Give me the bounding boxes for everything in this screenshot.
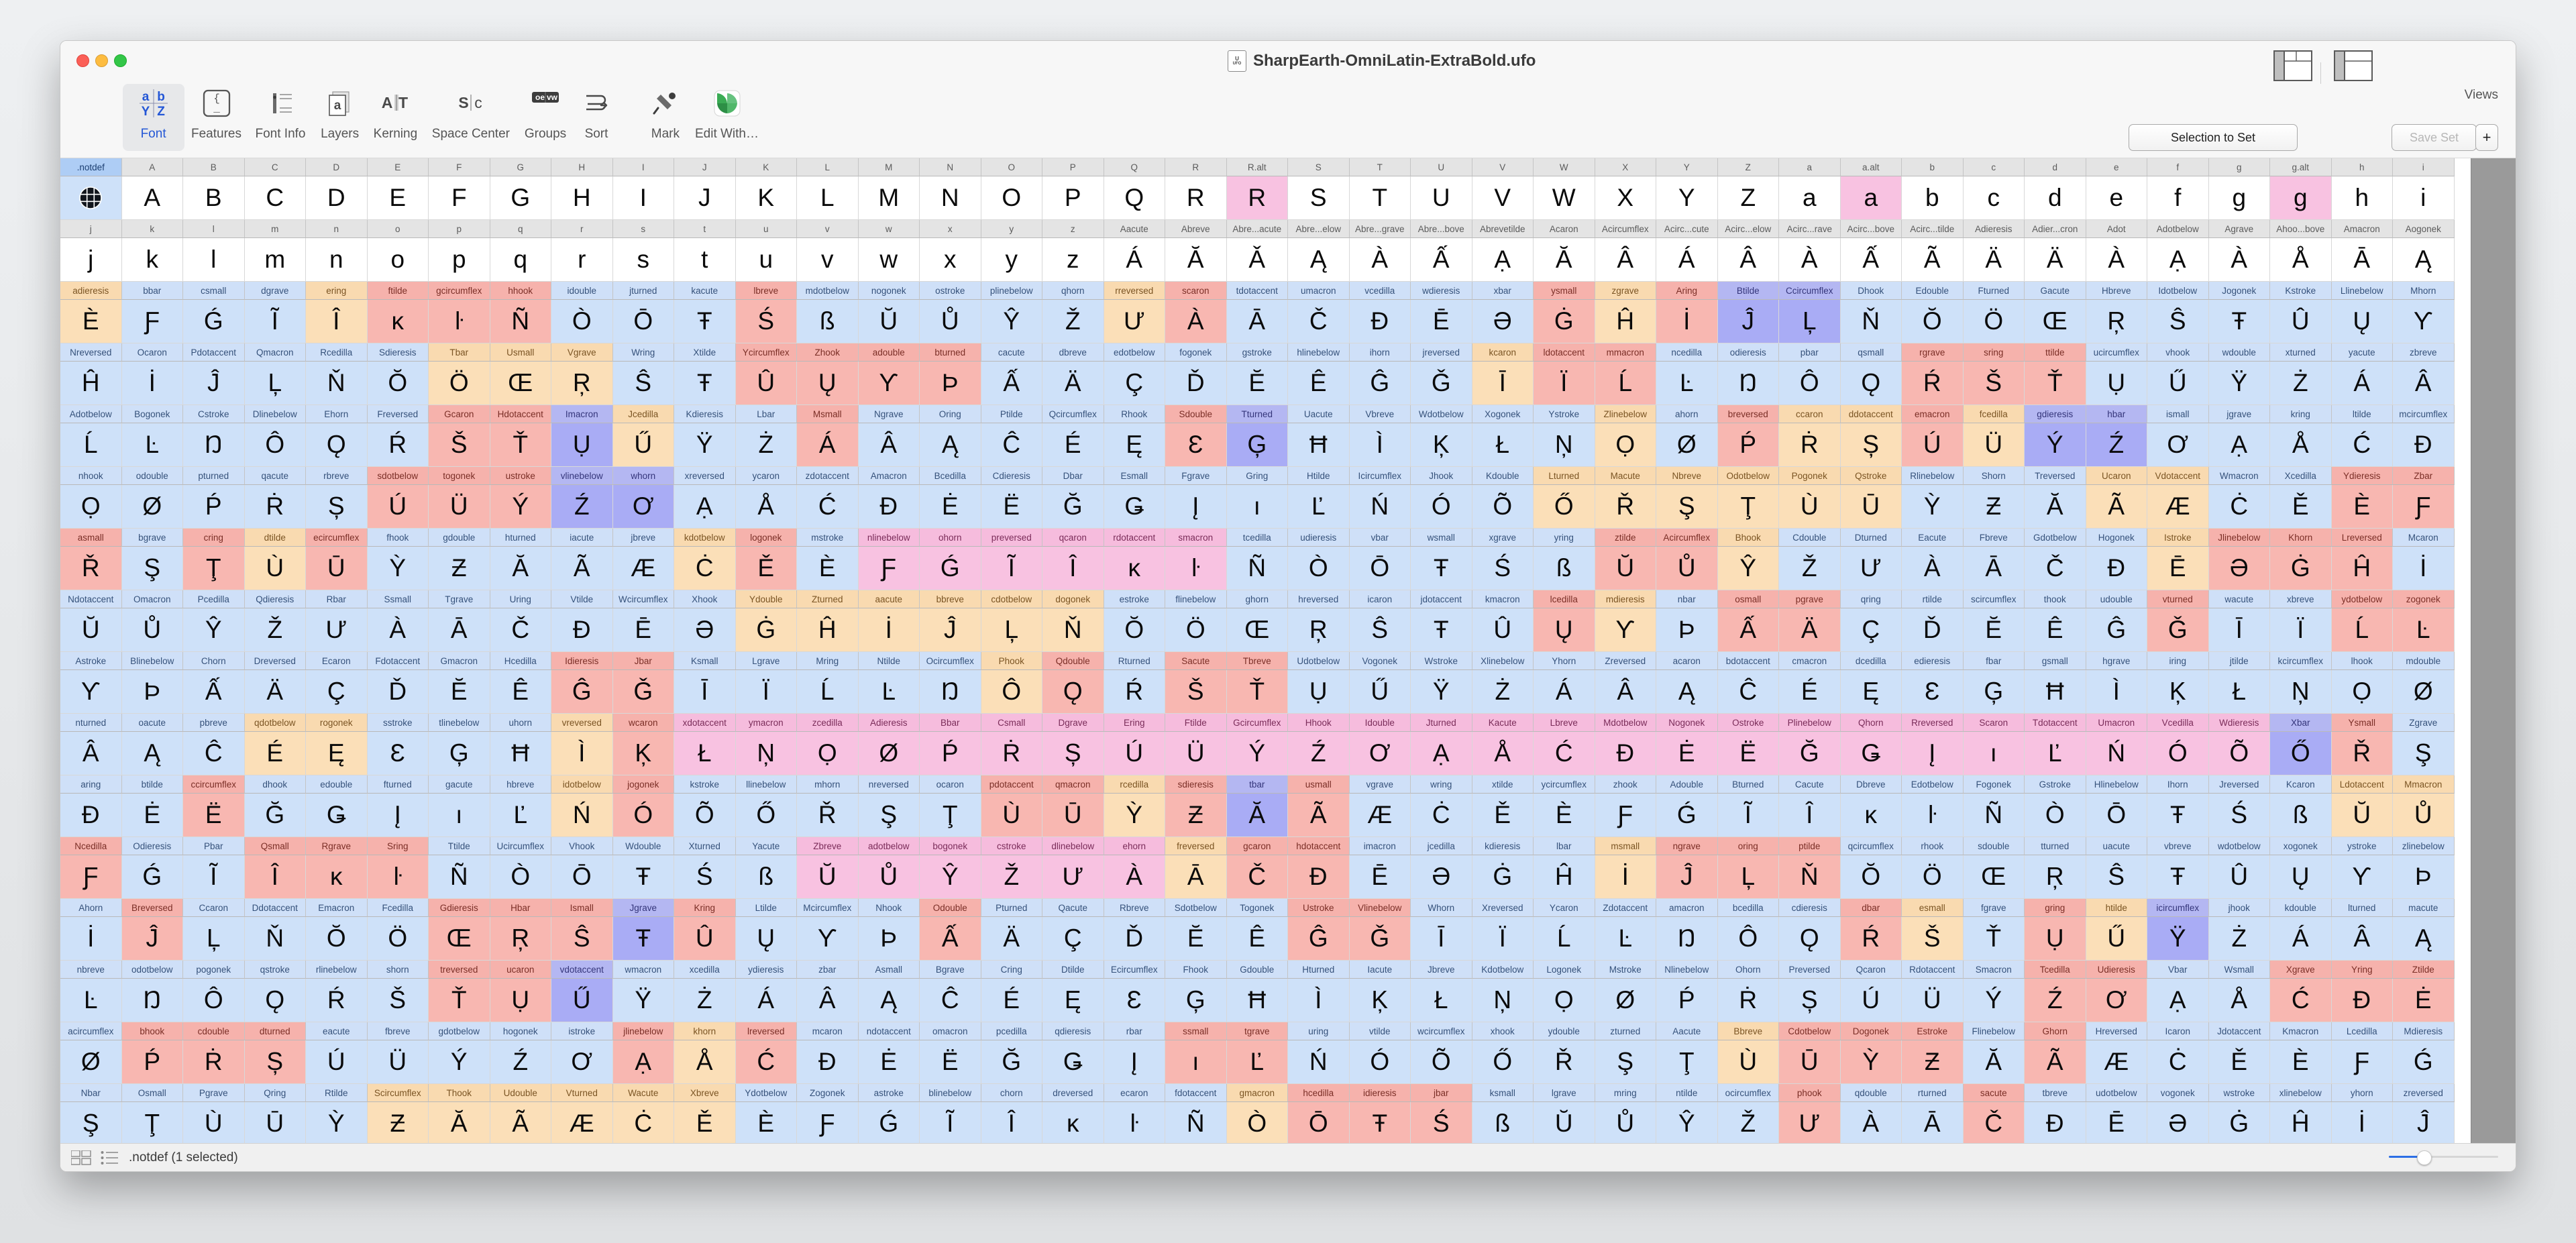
- svg-text:c: c: [474, 94, 482, 111]
- svg-text:T: T: [398, 94, 408, 111]
- svg-text:a: a: [333, 99, 341, 113]
- svg-text:Z: Z: [157, 105, 165, 119]
- svg-text:_: _: [213, 103, 220, 115]
- svg-text:S: S: [458, 94, 468, 111]
- svg-text:A: A: [382, 94, 393, 111]
- svg-text:a: a: [142, 90, 149, 104]
- svg-text:oe: oe: [535, 93, 545, 102]
- svg-text:b: b: [157, 90, 165, 104]
- svg-text:Y: Y: [141, 105, 150, 119]
- svg-text:vw: vw: [547, 93, 558, 102]
